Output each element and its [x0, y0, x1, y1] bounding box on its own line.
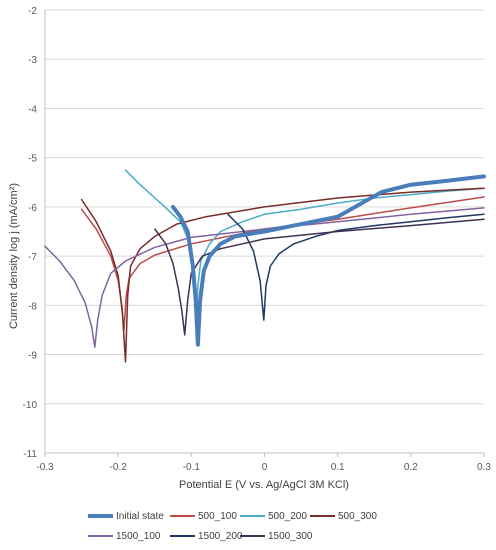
x-tick-label: -0.3 — [36, 462, 54, 473]
series-line-1500-300 — [154, 218, 485, 336]
x-tick-labels: -0.3 -0.2 -0.1 0 0.1 0.2 0.3 — [36, 462, 491, 473]
series-line-500-300 — [80, 187, 485, 363]
y-tick-label: -5 — [28, 154, 37, 165]
series-line-500-100 — [80, 196, 485, 331]
y-tick-label: -7 — [28, 252, 37, 263]
series-lines — [44, 169, 486, 363]
x-axis-label: Potential E (V vs. Ag/AgCl 3M KCl) — [179, 479, 349, 491]
y-tick-label: -9 — [28, 351, 37, 362]
legend-label-1500-200: 1500_200 — [198, 531, 243, 542]
legend-label-initial-state: Initial state — [116, 511, 164, 522]
x-tick-label: 0 — [262, 462, 268, 473]
legend-label-1500-100: 1500_100 — [116, 531, 161, 542]
y-tick-labels: -2 -3 -4 -5 -6 -7 -8 -9 -10 -11 — [23, 6, 38, 460]
x-tick-label: -0.1 — [183, 462, 201, 473]
legend-label-500-300: 500_300 — [338, 511, 377, 522]
x-tick-label: 0.2 — [404, 462, 418, 473]
y-tick-label: -2 — [28, 6, 37, 17]
x-tick-label: -0.2 — [110, 462, 128, 473]
legend: Initial state 500_100 500_200 500_300 1500_1… — [88, 511, 377, 542]
series-line-1500-100 — [44, 207, 485, 348]
legend-label-1500-300: 1500_300 — [268, 531, 313, 542]
legend-label-500-200: 500_200 — [268, 511, 307, 522]
series-line-1500-200 — [227, 213, 485, 321]
y-tick-label: -4 — [28, 104, 37, 115]
y-tick-label: -10 — [23, 400, 38, 411]
axes — [44, 10, 485, 457]
y-axis-label: Current density log j (mA/cm²) — [8, 183, 20, 329]
legend-label-500-100: 500_100 — [198, 511, 237, 522]
y-tick-label: -8 — [28, 301, 37, 312]
y-tick-label: -11 — [23, 449, 37, 460]
x-tick-label: 0.3 — [477, 462, 491, 473]
series-line-initial-state — [171, 174, 486, 347]
y-tick-label: -6 — [28, 203, 37, 214]
y-tick-label: -3 — [28, 55, 37, 66]
x-tick-label: 0.1 — [331, 462, 345, 473]
